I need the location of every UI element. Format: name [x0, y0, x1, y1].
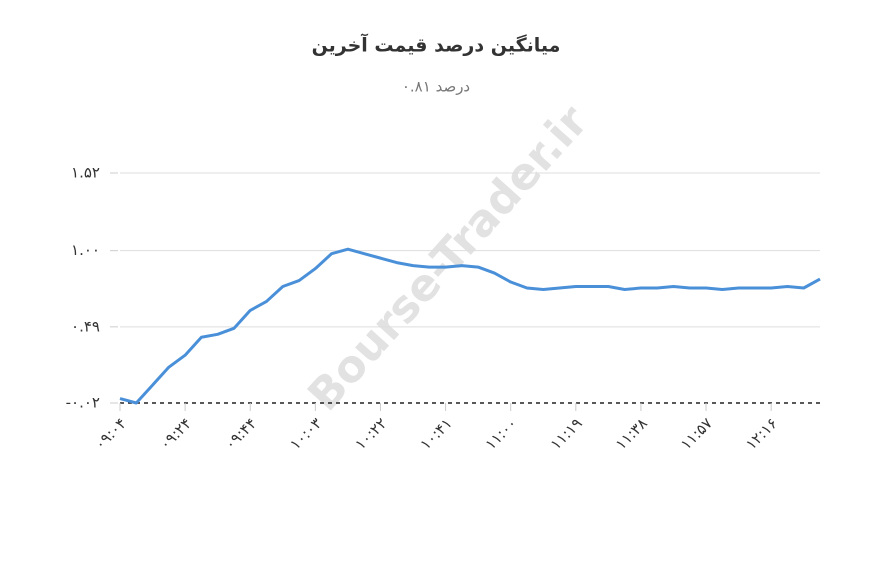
x-tick-label: ۱۰:۰۳ — [286, 414, 325, 453]
chart-subtitle: درصد ۰.۸۱ — [402, 78, 470, 96]
x-tick-label: ۱۱:۵۷ — [677, 414, 716, 453]
watermark: Bourse-Trader.ir — [298, 96, 598, 421]
x-tick-label: ۱۱:۰۰ — [482, 414, 521, 453]
y-tick-label: ۰.۴۹ — [71, 317, 100, 335]
x-tick-label: ۰۹:۲۴ — [156, 414, 195, 453]
x-tick-label: ۱۱:۱۹ — [547, 414, 586, 453]
x-tick-label: ۱۱:۳۸ — [612, 414, 651, 453]
y-tick-label: -۰.۰۲ — [66, 394, 100, 412]
y-tick-label: ۱.۰۰ — [71, 241, 100, 259]
x-tick-label: ۱۰:۴۱ — [417, 414, 456, 453]
chart-title: میانگین درصد قیمت آخرین — [312, 33, 561, 57]
data-line — [119, 247, 821, 405]
x-tick-label: ۰۹:۰۴ — [91, 414, 130, 453]
y-tick-label: ۱.۵۲ — [71, 164, 100, 182]
x-tick-label: ۰۹:۴۴ — [221, 414, 260, 453]
x-tick-label: ۱۲:۱۶ — [742, 414, 781, 453]
x-tick-label: ۱۰:۲۲ — [351, 414, 390, 453]
